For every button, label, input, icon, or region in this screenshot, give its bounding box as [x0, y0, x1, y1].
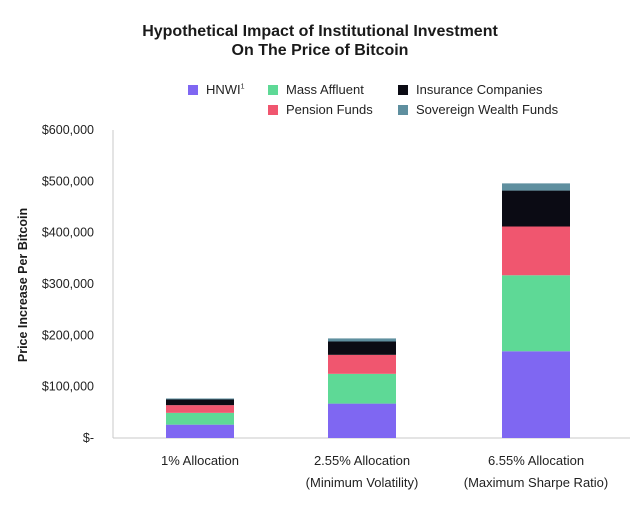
legend-label-hnwi: HNWI1 [206, 82, 245, 97]
chart-title-line-1: Hypothetical Impact of Institutional Inv… [142, 23, 498, 40]
y-tick-label: $100,000 [42, 380, 94, 394]
bar-sovereign-wealth-funds-2 [328, 338, 396, 342]
bar-pension-funds-3 [502, 226, 570, 276]
bar-sovereign-wealth-funds-3 [502, 183, 570, 191]
chart-title: Hypothetical Impact of Institutional Inv… [0, 22, 640, 60]
legend-swatch-sovereign-wealth-funds [398, 104, 408, 115]
legend-swatch-mass-affluent [268, 84, 278, 95]
y-tick-label: $400,000 [42, 226, 94, 240]
bar-hnwi-2 [328, 403, 396, 438]
x-tick-label-2: 2.55% Allocation (Minimum Volatility) [262, 450, 462, 494]
x-tick-label-2-line-1: 2.55% Allocation [313, 453, 411, 468]
bar-hnwi-1 [166, 424, 234, 438]
chart-title-line-2: On The Price of Bitcoin [231, 42, 409, 59]
bar-hnwi-3 [502, 351, 570, 438]
x-tick-label-3-line-1: 6.55% Allocation [487, 453, 585, 468]
bar-pension-funds-1 [166, 405, 234, 413]
bar-mass-affluent-1 [166, 412, 234, 425]
bar-mass-affluent-2 [328, 373, 396, 404]
legend-swatch-hnwi [188, 84, 198, 95]
y-tick-label: $300,000 [42, 277, 94, 291]
y-tick-label: $200,000 [42, 328, 94, 342]
y-axis-label: Price Increase Per Bitcoin [16, 208, 30, 362]
bar-insurance-companies-1 [166, 399, 234, 406]
bar-insurance-companies-3 [502, 190, 570, 227]
bar-pension-funds-2 [328, 354, 396, 374]
bar-insurance-companies-2 [328, 341, 396, 355]
y-tick-label: $500,000 [42, 174, 94, 188]
legend-swatch-insurance-companies [398, 84, 408, 95]
legend-item-pension-funds: Pension Funds [268, 102, 373, 117]
x-tick-label-3-line-2: (Maximum Sharpe Ratio) [463, 475, 609, 490]
x-tick-label-1: 1% Allocation [100, 450, 300, 472]
x-tick-label-3: 6.55% Allocation (Maximum Sharpe Ratio) [436, 450, 636, 494]
legend-label-sovereign-wealth-funds: Sovereign Wealth Funds [416, 102, 559, 117]
bar-mass-affluent-3 [502, 275, 570, 352]
legend-label-insurance-companies: Insurance Companies [416, 82, 543, 97]
bar-sovereign-wealth-funds-1 [166, 398, 234, 400]
legend-label-mass-affluent: Mass Affluent [286, 82, 364, 97]
x-tick-label-2-line-2: (Minimum Volatility) [305, 475, 419, 490]
legend-item-insurance-companies: Insurance Companies [398, 82, 542, 97]
legend-item-hnwi: HNWI1 [188, 82, 245, 97]
y-tick-label: $- [83, 431, 94, 445]
legend-label-pension-funds: Pension Funds [286, 102, 373, 117]
legend-swatch-pension-funds [268, 104, 278, 115]
legend-item-mass-affluent: Mass Affluent [268, 82, 364, 97]
y-tick-label: $600,000 [42, 123, 94, 137]
x-tick-label-1-line-1: 1% Allocation [160, 453, 240, 468]
legend-item-sovereign-wealth-funds: Sovereign Wealth Funds [398, 102, 558, 117]
